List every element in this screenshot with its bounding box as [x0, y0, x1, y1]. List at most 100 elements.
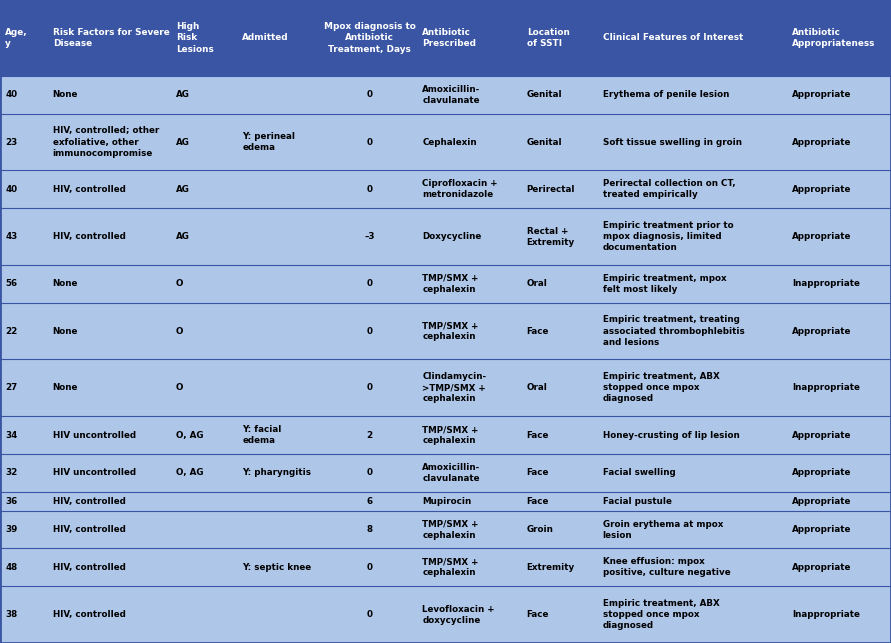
Bar	[0, 265, 891, 303]
Bar	[0, 0, 891, 76]
Text: 23: 23	[5, 138, 18, 147]
Text: Perirectal: Perirectal	[527, 185, 576, 194]
Text: Empiric treatment prior to
mpox diagnosis, limited
documentation: Empiric treatment prior to mpox diagnosi…	[602, 221, 733, 252]
Text: Amoxicillin-
clavulanate: Amoxicillin- clavulanate	[422, 85, 480, 105]
Text: Appropriate: Appropriate	[792, 468, 852, 477]
Text: Inappropriate: Inappropriate	[792, 610, 860, 619]
Text: 0: 0	[367, 185, 372, 194]
Text: HIV, controlled: HIV, controlled	[53, 497, 126, 505]
Text: Y: perineal
edema: Y: perineal edema	[242, 132, 295, 152]
Text: TMP/SMX +
cephalexin: TMP/SMX + cephalexin	[422, 520, 478, 539]
Text: TMP/SMX +
cephalexin: TMP/SMX + cephalexin	[422, 321, 478, 341]
Text: 48: 48	[5, 563, 18, 572]
Bar	[0, 208, 891, 265]
Text: High
Risk
Lesions: High Risk Lesions	[176, 23, 214, 53]
Text: Rectal +
Extremity: Rectal + Extremity	[527, 226, 575, 247]
Text: 0: 0	[367, 610, 372, 619]
Text: Appropriate: Appropriate	[792, 431, 852, 440]
Text: HIV, controlled: HIV, controlled	[53, 185, 126, 194]
Text: Risk Factors for Severe
Disease: Risk Factors for Severe Disease	[53, 28, 169, 48]
Text: Cephalexin: Cephalexin	[422, 138, 477, 147]
Text: Empiric treatment, treating
associated thrombophlebitis
and lesions: Empiric treatment, treating associated t…	[602, 316, 744, 347]
Text: Perirectal collection on CT,
treated empirically: Perirectal collection on CT, treated emp…	[602, 179, 735, 199]
Text: Face: Face	[527, 610, 549, 619]
Text: 0: 0	[367, 279, 372, 288]
Text: Appropriate: Appropriate	[792, 497, 852, 505]
Text: 0: 0	[367, 138, 372, 147]
Text: None: None	[53, 327, 78, 336]
Text: Appropriate: Appropriate	[792, 525, 852, 534]
Text: Soft tissue swelling in groin: Soft tissue swelling in groin	[602, 138, 741, 147]
Text: AG: AG	[176, 232, 190, 241]
Text: 32: 32	[5, 468, 18, 477]
Text: Ciprofloxacin +
metronidazole: Ciprofloxacin + metronidazole	[422, 179, 498, 199]
Text: Genital: Genital	[527, 138, 562, 147]
Text: TMP/SMX +
cephalexin: TMP/SMX + cephalexin	[422, 557, 478, 577]
Text: Inappropriate: Inappropriate	[792, 383, 860, 392]
Text: 34: 34	[5, 431, 18, 440]
Bar	[0, 548, 891, 586]
Text: Face: Face	[527, 497, 549, 505]
Text: Age,
y: Age, y	[5, 28, 28, 48]
Text: Facial pustule: Facial pustule	[602, 497, 672, 505]
Text: 56: 56	[5, 279, 18, 288]
Bar	[0, 303, 891, 359]
Text: None: None	[53, 90, 78, 99]
Text: HIV uncontrolled: HIV uncontrolled	[53, 468, 135, 477]
Text: 22: 22	[5, 327, 18, 336]
Text: Doxycycline: Doxycycline	[422, 232, 482, 241]
Bar	[0, 492, 891, 511]
Text: Oral: Oral	[527, 383, 548, 392]
Text: Clinical Features of Interest: Clinical Features of Interest	[602, 33, 743, 42]
Text: 0: 0	[367, 90, 372, 99]
Text: Empiric treatment, ABX
stopped once mpox
diagnosed: Empiric treatment, ABX stopped once mpox…	[602, 599, 719, 630]
Text: HIV, controlled: HIV, controlled	[53, 232, 126, 241]
Text: Groin erythema at mpox
lesion: Groin erythema at mpox lesion	[602, 520, 723, 539]
Text: TMP/SMX +
cephalexin: TMP/SMX + cephalexin	[422, 274, 478, 294]
Text: TMP/SMX +
cephalexin: TMP/SMX + cephalexin	[422, 425, 478, 445]
Text: HIV, controlled: HIV, controlled	[53, 525, 126, 534]
Text: Mupirocin: Mupirocin	[422, 497, 471, 505]
Text: Facial swelling: Facial swelling	[602, 468, 675, 477]
Text: 36: 36	[5, 497, 18, 505]
Text: Inappropriate: Inappropriate	[792, 279, 860, 288]
Bar	[0, 76, 891, 114]
Bar	[0, 416, 891, 454]
Text: AG: AG	[176, 185, 190, 194]
Text: Honey-crusting of lip lesion: Honey-crusting of lip lesion	[602, 431, 740, 440]
Text: Groin: Groin	[527, 525, 553, 534]
Text: Empiric treatment, ABX
stopped once mpox
diagnosed: Empiric treatment, ABX stopped once mpox…	[602, 372, 719, 403]
Text: Empiric treatment, mpox
felt most likely: Empiric treatment, mpox felt most likely	[602, 274, 726, 294]
Text: HIV, controlled: HIV, controlled	[53, 610, 126, 619]
Text: Appropriate: Appropriate	[792, 138, 852, 147]
Text: AG: AG	[176, 90, 190, 99]
Text: Oral: Oral	[527, 279, 548, 288]
Text: Location
of SSTI: Location of SSTI	[527, 28, 569, 48]
Text: 8: 8	[367, 525, 372, 534]
Text: Appropriate: Appropriate	[792, 232, 852, 241]
Text: 43: 43	[5, 232, 18, 241]
Bar	[0, 170, 891, 208]
Bar	[0, 114, 891, 170]
Text: 0: 0	[367, 468, 372, 477]
Text: –3: –3	[364, 232, 375, 241]
Text: Appropriate: Appropriate	[792, 327, 852, 336]
Text: Amoxicillin-
clavulanate: Amoxicillin- clavulanate	[422, 463, 480, 483]
Text: Admitted: Admitted	[242, 33, 289, 42]
Text: Clindamycin-
>TMP/SMX +
cephalexin: Clindamycin- >TMP/SMX + cephalexin	[422, 372, 486, 403]
Text: Mpox diagnosis to
Antibiotic
Treatment, Days: Mpox diagnosis to Antibiotic Treatment, …	[323, 23, 415, 53]
Text: AG: AG	[176, 138, 190, 147]
Text: Face: Face	[527, 431, 549, 440]
Text: 6: 6	[366, 497, 372, 505]
Text: 2: 2	[366, 431, 372, 440]
Text: 38: 38	[5, 610, 18, 619]
Text: None: None	[53, 279, 78, 288]
Text: O, AG: O, AG	[176, 431, 203, 440]
Text: O: O	[176, 383, 184, 392]
Bar	[0, 454, 891, 492]
Text: 39: 39	[5, 525, 18, 534]
Text: 27: 27	[5, 383, 18, 392]
Text: HIV, controlled: HIV, controlled	[53, 563, 126, 572]
Text: Face: Face	[527, 327, 549, 336]
Text: HIV uncontrolled: HIV uncontrolled	[53, 431, 135, 440]
